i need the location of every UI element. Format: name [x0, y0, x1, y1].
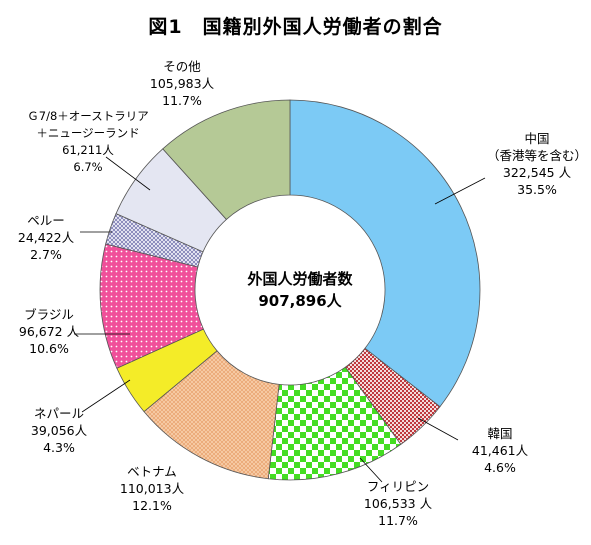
label-nepal: ネパール 39,056人 4.3% [14, 405, 104, 456]
label-name: ペルー [27, 213, 65, 228]
center-label: 外国人労働者数 [247, 270, 353, 288]
label-name2: ＋ニュージーランド [36, 126, 140, 140]
label-pct: 4.3% [43, 440, 75, 455]
label-count: 39,056人 [30, 423, 88, 438]
label-count: 96,672 人 [18, 324, 80, 339]
label-count: 322,545 人 [502, 165, 572, 180]
label-name: ブラジル [24, 307, 74, 322]
label-name: ベトナム [127, 464, 177, 479]
leader-line-g7 [105, 156, 151, 191]
donut-center-label: 外国人労働者数 907,896人 [220, 268, 380, 312]
slice-other [162, 99, 291, 220]
chart-title: 図1 国籍別外国人労働者の割合 [148, 16, 443, 38]
label-name: 中国 [524, 131, 550, 146]
label-brazil: ブラジル 96,672 人 10.6% [4, 306, 94, 357]
label-other: その他 105,983人 11.7% [132, 58, 232, 109]
label-name2: （香港等を含む） [486, 148, 587, 163]
label-name: その他 [163, 59, 201, 74]
leader-line-china [434, 177, 486, 205]
label-name: 韓国 [487, 426, 513, 441]
label-philippines: フィリピン 106,533 人 11.7% [348, 478, 448, 529]
slice-china [289, 99, 481, 408]
label-korea: 韓国 41,461人 4.6% [460, 425, 540, 476]
label-pct: 11.7% [378, 513, 418, 528]
label-count: 106,533 人 [363, 496, 433, 511]
label-vietnam: ベトナム 110,013人 12.1% [102, 463, 202, 514]
label-count: 110,013人 [119, 481, 185, 496]
leader-line-korea [417, 417, 459, 441]
label-pct: 2.7% [30, 247, 62, 262]
label-pct: 35.5% [517, 182, 557, 197]
label-name: Ｇ7/8＋オーストラリア [27, 109, 149, 123]
label-pct: 12.1% [132, 498, 172, 513]
label-name: フィリピン [366, 479, 430, 494]
label-pct: 11.7% [162, 93, 202, 108]
label-pct: 4.6% [484, 460, 516, 475]
label-count: 61,211人 [62, 143, 114, 157]
center-total: 907,896人 [258, 292, 342, 310]
label-peru: ペルー 24,422人 2.7% [6, 212, 86, 263]
leader-line-philippines [359, 457, 383, 483]
label-count: 24,422人 [17, 230, 75, 245]
leader-line-nepal [81, 379, 131, 413]
label-pct: 10.6% [29, 341, 69, 356]
label-pct: 6.7% [73, 160, 103, 174]
label-count: 41,461人 [471, 443, 529, 458]
label-china: 中国 （香港等を含む） 322,545 人 35.5% [482, 130, 591, 198]
label-name: ネパール [33, 406, 84, 421]
label-g7: Ｇ7/8＋オーストラリア ＋ニュージーランド 61,211人 6.7% [8, 108, 168, 176]
label-count: 105,983人 [149, 76, 215, 91]
